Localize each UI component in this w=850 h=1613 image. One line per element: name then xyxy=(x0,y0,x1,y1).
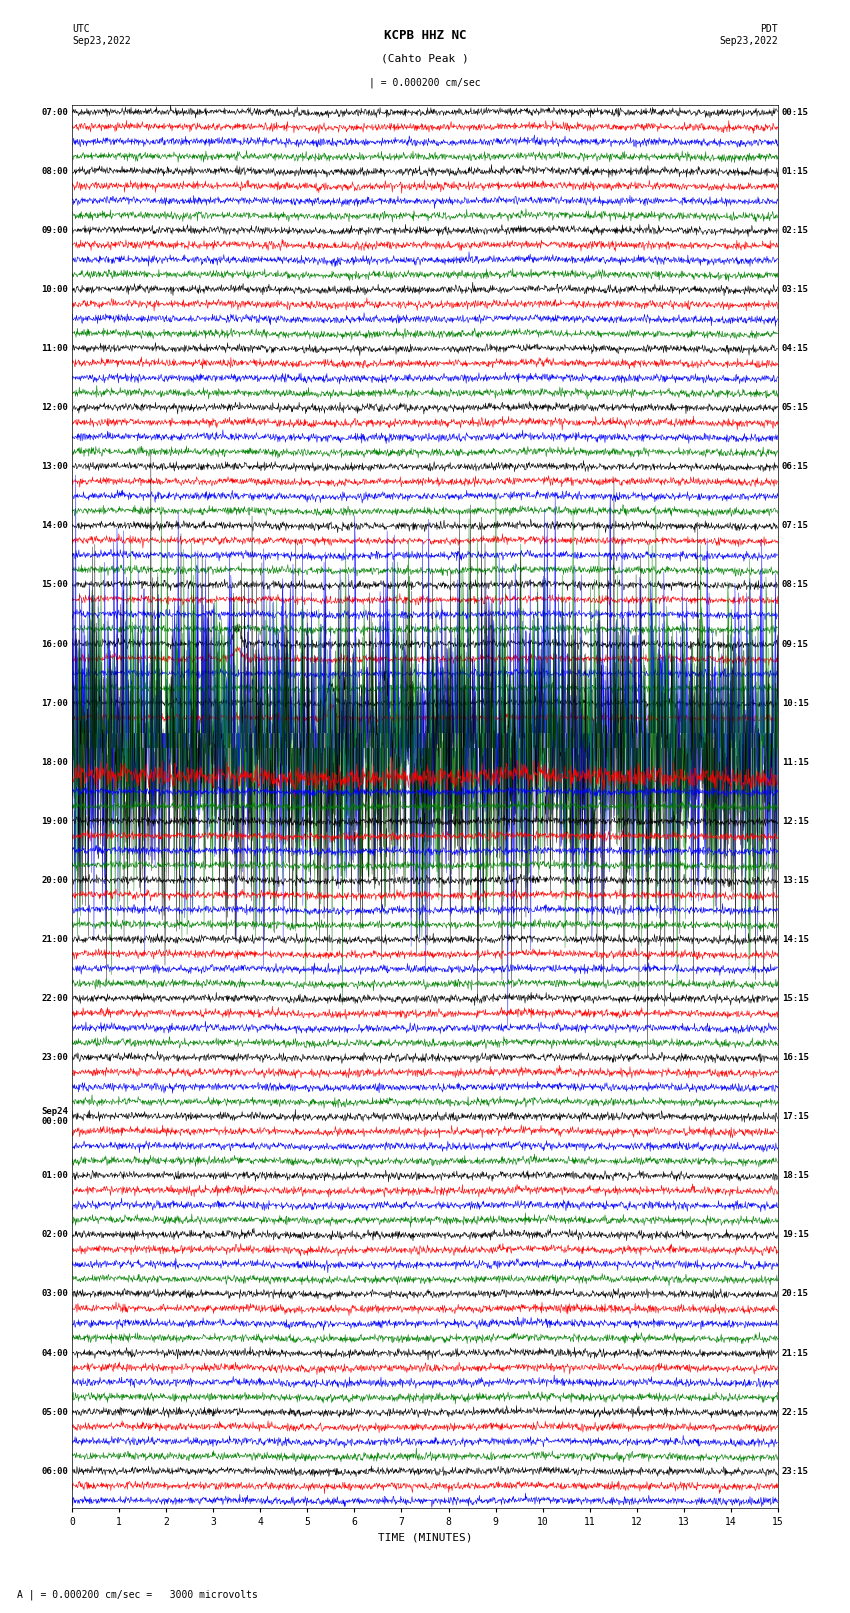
Text: 02:15: 02:15 xyxy=(782,226,809,235)
Text: 13:00: 13:00 xyxy=(41,463,68,471)
Text: 17:15: 17:15 xyxy=(782,1113,809,1121)
Text: 06:00: 06:00 xyxy=(41,1466,68,1476)
Text: 11:15: 11:15 xyxy=(782,758,809,766)
Text: KCPB HHZ NC: KCPB HHZ NC xyxy=(383,29,467,42)
Text: 14:00: 14:00 xyxy=(41,521,68,531)
Text: 10:15: 10:15 xyxy=(782,698,809,708)
Text: 06:15: 06:15 xyxy=(782,463,809,471)
Text: 00:15: 00:15 xyxy=(782,108,809,116)
Text: 21:15: 21:15 xyxy=(782,1348,809,1358)
Text: 11:00: 11:00 xyxy=(41,344,68,353)
Text: 16:15: 16:15 xyxy=(782,1053,809,1061)
Text: 20:15: 20:15 xyxy=(782,1289,809,1298)
Text: 01:15: 01:15 xyxy=(782,166,809,176)
Text: 16:00: 16:00 xyxy=(41,639,68,648)
Text: UTC
Sep23,2022: UTC Sep23,2022 xyxy=(72,24,131,45)
Text: 13:15: 13:15 xyxy=(782,876,809,886)
Text: PDT
Sep23,2022: PDT Sep23,2022 xyxy=(719,24,778,45)
Text: Sep24
00:00: Sep24 00:00 xyxy=(41,1107,68,1126)
Text: 14:15: 14:15 xyxy=(782,936,809,944)
Text: 17:00: 17:00 xyxy=(41,698,68,708)
Text: 08:00: 08:00 xyxy=(41,166,68,176)
Text: 15:00: 15:00 xyxy=(41,581,68,589)
Text: 23:15: 23:15 xyxy=(782,1466,809,1476)
Text: 22:15: 22:15 xyxy=(782,1408,809,1416)
Text: (Cahto Peak ): (Cahto Peak ) xyxy=(381,53,469,63)
Text: 07:00: 07:00 xyxy=(41,108,68,116)
Text: 20:00: 20:00 xyxy=(41,876,68,886)
Text: 05:00: 05:00 xyxy=(41,1408,68,1416)
Text: 01:00: 01:00 xyxy=(41,1171,68,1181)
Text: 18:00: 18:00 xyxy=(41,758,68,766)
Text: 10:00: 10:00 xyxy=(41,286,68,294)
Text: 08:15: 08:15 xyxy=(782,581,809,589)
Text: 18:15: 18:15 xyxy=(782,1171,809,1181)
X-axis label: TIME (MINUTES): TIME (MINUTES) xyxy=(377,1532,473,1542)
Text: 07:15: 07:15 xyxy=(782,521,809,531)
Text: 12:15: 12:15 xyxy=(782,816,809,826)
Text: 19:15: 19:15 xyxy=(782,1231,809,1239)
Text: 21:00: 21:00 xyxy=(41,936,68,944)
Text: 03:00: 03:00 xyxy=(41,1289,68,1298)
Text: 19:00: 19:00 xyxy=(41,816,68,826)
Text: 05:15: 05:15 xyxy=(782,403,809,413)
Text: 09:15: 09:15 xyxy=(782,639,809,648)
Text: 03:15: 03:15 xyxy=(782,286,809,294)
Text: 23:00: 23:00 xyxy=(41,1053,68,1061)
Text: 22:00: 22:00 xyxy=(41,994,68,1003)
Text: 09:00: 09:00 xyxy=(41,226,68,235)
Text: 02:00: 02:00 xyxy=(41,1231,68,1239)
Text: 12:00: 12:00 xyxy=(41,403,68,413)
Text: 15:15: 15:15 xyxy=(782,994,809,1003)
Text: A | = 0.000200 cm/sec =   3000 microvolts: A | = 0.000200 cm/sec = 3000 microvolts xyxy=(17,1589,258,1600)
Text: | = 0.000200 cm/sec: | = 0.000200 cm/sec xyxy=(369,77,481,89)
Text: 04:15: 04:15 xyxy=(782,344,809,353)
Text: 04:00: 04:00 xyxy=(41,1348,68,1358)
